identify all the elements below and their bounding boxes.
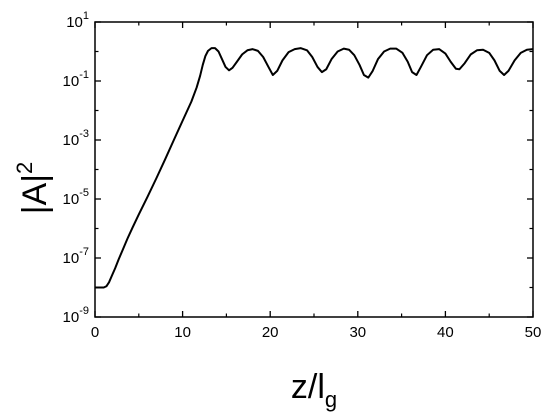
y-tick-label-5: 101 bbox=[66, 10, 89, 31]
x-tick-label-2: 20 bbox=[262, 324, 279, 341]
y-axis-title-base: |A| bbox=[16, 174, 54, 214]
plot-frame bbox=[94, 21, 534, 318]
y-tick-label-exponent: -1 bbox=[79, 69, 89, 81]
y-tick-label-exponent: -3 bbox=[79, 128, 89, 140]
y-tick-label-0: 10-9 bbox=[63, 305, 89, 326]
y-tick-label-exponent: -5 bbox=[79, 187, 89, 199]
x-tick-label-0: 0 bbox=[91, 324, 99, 341]
series-line-0 bbox=[95, 47, 534, 289]
y-tick-label-4: 10-1 bbox=[63, 69, 89, 90]
x-axis-title-base: z/l bbox=[291, 368, 325, 406]
x-tick-label-1: 10 bbox=[174, 324, 191, 341]
y-tick-label-base: 10 bbox=[63, 191, 80, 208]
y-tick-label-base: 10 bbox=[63, 132, 80, 149]
plot-area bbox=[95, 47, 534, 289]
x-tick-label-4: 40 bbox=[437, 324, 454, 341]
y-tick-label-base: 10 bbox=[63, 250, 80, 267]
y-tick-label-3: 10-3 bbox=[63, 128, 89, 149]
x-tick-label-3: 30 bbox=[349, 324, 366, 341]
y-tick-label-exponent: 1 bbox=[83, 10, 89, 22]
y-axis-title-superscript: 2 bbox=[12, 162, 37, 174]
x-tick-label-5: 50 bbox=[525, 324, 542, 341]
y-tick-label-exponent: -7 bbox=[79, 246, 89, 258]
x-axis-title: z/lg bbox=[291, 368, 337, 412]
y-tick-label-exponent: -9 bbox=[79, 305, 89, 317]
y-tick-label-2: 10-5 bbox=[63, 187, 89, 208]
x-axis-title-subscript: g bbox=[325, 387, 337, 412]
y-tick-label-base: 10 bbox=[63, 309, 80, 326]
y-tick-label-base: 10 bbox=[66, 14, 83, 31]
y-axis-title: |A|2 bbox=[12, 162, 54, 215]
y-tick-label-base: 10 bbox=[63, 73, 80, 90]
y-tick-label-1: 10-7 bbox=[63, 246, 89, 267]
